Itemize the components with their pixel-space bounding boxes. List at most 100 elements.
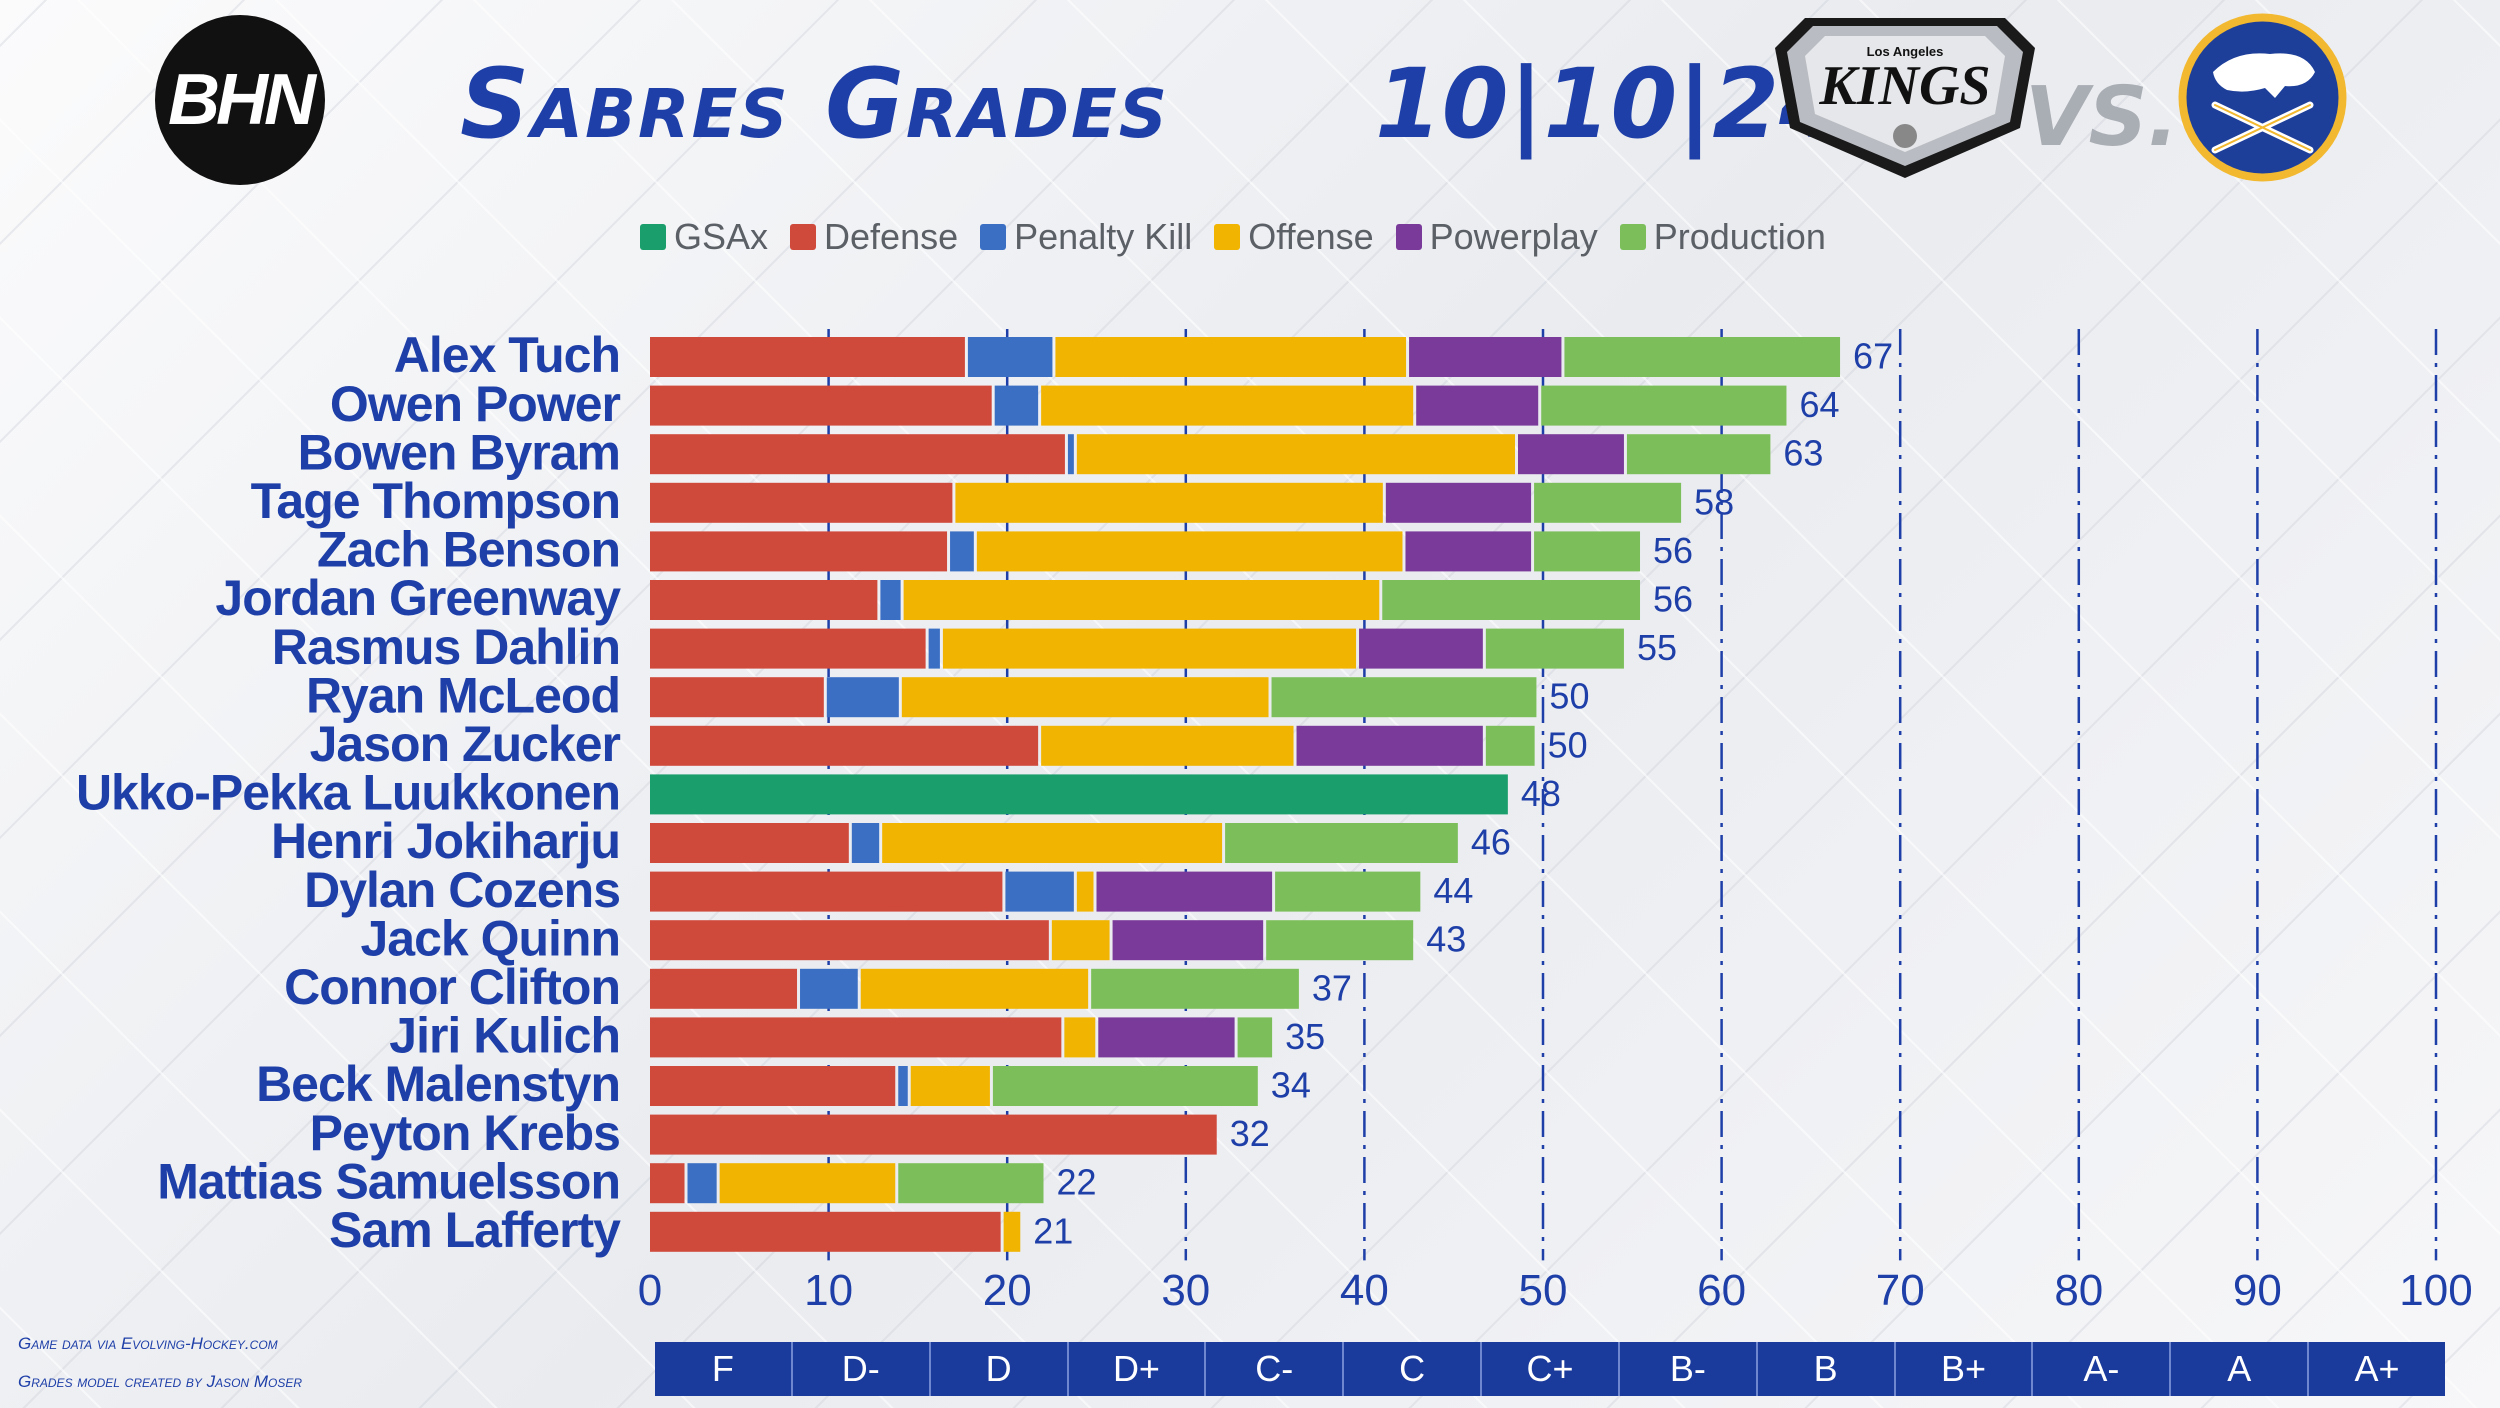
- player-name: Jordan Greenway: [215, 570, 621, 626]
- bar-segment-production: [1091, 968, 1299, 1009]
- bar-segment-powerplay: [1096, 871, 1273, 912]
- legend-label: Defense: [824, 216, 959, 257]
- bar-segment-penalty-kill: [800, 968, 858, 1009]
- bar-segment-offense: [942, 628, 1357, 669]
- player-name: Owen Power: [330, 376, 621, 432]
- x-tick-label: 10: [804, 1266, 853, 1315]
- bar-segment-offense: [860, 968, 1089, 1009]
- player-name: Connor Clifton: [284, 959, 620, 1015]
- bar-segment-powerplay: [1098, 1017, 1235, 1058]
- grade-label: D: [928, 1342, 1067, 1396]
- x-tick-label: 60: [1697, 1266, 1746, 1315]
- total-label: 35: [1285, 1016, 1325, 1057]
- x-tick-label: 70: [1876, 1266, 1925, 1315]
- bar-segment-penalty-kill: [687, 1163, 717, 1204]
- bar-segment-offense: [719, 1163, 896, 1204]
- game-date: 10|10|24: [1375, 48, 1846, 160]
- legend-swatch: [1214, 224, 1241, 250]
- stacked-bar-chart: Alex Tuch 67 Owen Power 64 Bowen Byram 63 Tage…: [76, 327, 2473, 1315]
- kings-logo-subtext: Los Angeles: [1867, 44, 1944, 59]
- bar-segment-offense: [1064, 1017, 1096, 1058]
- bar-segment-penalty-kill: [898, 1066, 908, 1106]
- bar-segment-defense: [650, 677, 824, 718]
- bar-segment-defense: [650, 531, 948, 572]
- bar-segment-production: [992, 1066, 1258, 1106]
- player-name: Tage Thompson: [251, 473, 620, 529]
- total-label: 64: [1799, 384, 1839, 425]
- grade-label: D+: [1066, 1342, 1205, 1396]
- x-tick-label: 100: [2399, 1266, 2472, 1315]
- total-label: 48: [1521, 773, 1561, 814]
- bar-segment-offense: [955, 482, 1383, 523]
- bar-segment-defense: [650, 1114, 1217, 1155]
- player-name: Jiri Kulich: [389, 1008, 620, 1064]
- x-tick-label: 0: [638, 1266, 662, 1315]
- grade-label: C-: [1204, 1342, 1342, 1396]
- legend-item: GSAx: [640, 216, 768, 258]
- legend-label: Offense: [1248, 216, 1374, 257]
- player-name: Dylan Cozens: [304, 862, 620, 918]
- legend-item: Penalty Kill: [980, 216, 1192, 258]
- bar-segment-production: [1485, 725, 1535, 766]
- bar-segment-defense: [650, 482, 953, 523]
- total-label: 22: [1056, 1162, 1096, 1203]
- credit-grades-model: Grades model created by Jason Moser: [18, 1372, 302, 1391]
- bar-segment-production: [1266, 920, 1414, 961]
- bar-segment-production: [898, 1163, 1044, 1204]
- x-tick-label: 20: [983, 1266, 1032, 1315]
- bar-segment-production: [1564, 337, 1841, 377]
- bar-segment-offense: [1055, 337, 1407, 377]
- bar-segment-defense: [650, 434, 1065, 475]
- player-name: Bowen Byram: [298, 424, 620, 480]
- player-name: Beck Malenstyn: [256, 1056, 620, 1112]
- chart-legend: GSAx Defense Penalty Kill Offense Powerplay P…: [640, 212, 1826, 262]
- bar-segment-production: [1271, 677, 1537, 718]
- bhn-logo: BHN: [155, 15, 325, 185]
- versus-text: VS.: [2025, 70, 2179, 165]
- bar-segment-production: [1485, 628, 1624, 669]
- bar-segment-penalty-kill: [1067, 434, 1074, 475]
- total-label: 32: [1230, 1113, 1270, 1154]
- legend-label: Production: [1653, 216, 1826, 257]
- credit-data-source: Game data via Evolving-Hockey.com: [18, 1334, 278, 1353]
- grade-label: B-: [1617, 1342, 1756, 1396]
- bar-segment-production: [1534, 482, 1682, 523]
- bar-segment-powerplay: [1385, 482, 1532, 523]
- kings-logo-text: KINGS: [1818, 55, 1990, 117]
- grade-label: A-: [2031, 1342, 2169, 1396]
- grade-label: F: [711, 1348, 734, 1389]
- player-name: Jack Quinn: [360, 910, 620, 966]
- legend-swatch: [1619, 224, 1646, 250]
- legend-swatch: [980, 224, 1007, 250]
- legend-item: Defense: [790, 216, 958, 258]
- player-name: Henri Jokiharju: [271, 813, 620, 869]
- total-label: 21: [1033, 1210, 1073, 1251]
- bar-segment-defense: [650, 337, 965, 377]
- bar-segment-offense: [1041, 725, 1294, 766]
- bar-segment-offense: [976, 531, 1403, 572]
- bar-segment-powerplay: [1405, 531, 1532, 572]
- total-label: 46: [1471, 822, 1511, 863]
- grade-label: B: [1755, 1342, 1894, 1396]
- legend-item: Offense: [1214, 216, 1374, 258]
- page-title: Sabres Grades: [460, 48, 1169, 160]
- total-label: 50: [1548, 724, 1588, 765]
- bar-segment-penalty-kill: [826, 677, 899, 718]
- bar-segment-penalty-kill: [880, 580, 901, 620]
- bar-segment-offense: [901, 677, 1269, 718]
- bar-segment-penalty-kill: [928, 628, 940, 669]
- legend-swatch: [790, 224, 817, 250]
- legend-swatch: [1395, 224, 1422, 250]
- bar-segment-penalty-kill: [851, 823, 880, 863]
- player-name: Zach Benson: [317, 522, 620, 578]
- bar-segment-penalty-kill: [967, 337, 1053, 377]
- player-name: Mattias Samuelsson: [157, 1153, 620, 1209]
- bar-segment-offense: [910, 1066, 990, 1106]
- player-name: Alex Tuch: [394, 327, 620, 383]
- total-label: 43: [1426, 919, 1466, 960]
- x-tick-label: 50: [1519, 1266, 1568, 1315]
- bar-segment-production: [1275, 871, 1421, 912]
- bar-segment-defense: [650, 1211, 1001, 1252]
- bar-segment-defense: [650, 1163, 685, 1204]
- total-label: 58: [1694, 481, 1734, 522]
